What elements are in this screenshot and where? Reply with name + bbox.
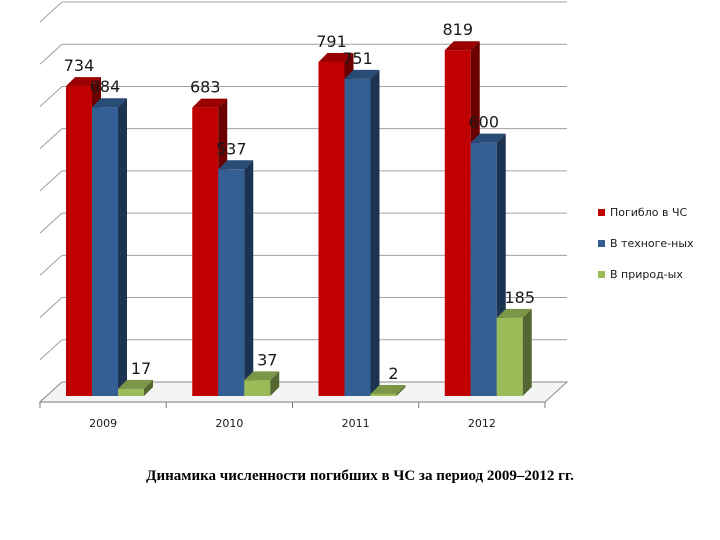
bar-top <box>370 385 406 394</box>
bar-top <box>318 53 354 63</box>
gridline-side <box>39 254 63 276</box>
bar-front <box>92 107 118 396</box>
gridline-side <box>39 43 63 65</box>
bar-side <box>244 160 254 396</box>
bar-side <box>370 69 380 397</box>
bar-side <box>144 379 153 396</box>
bar-side <box>118 98 127 396</box>
bar-top <box>470 133 506 143</box>
bar-natural-2012 <box>496 308 532 396</box>
bar-technogenic-2012 <box>470 133 506 396</box>
legend-label-total: Погибло в ЧС <box>610 205 688 219</box>
bar-top <box>192 98 228 108</box>
legend-label-natural: В природ-ых <box>610 267 683 281</box>
x-tick-labels: 2009 2010 2011 2012 <box>89 417 496 430</box>
legend-item-natural: В природ-ых <box>598 267 694 281</box>
bar-front <box>470 142 497 396</box>
data-label-technogenic-2011: 751 <box>342 49 373 68</box>
bars <box>66 41 532 397</box>
gridline-side <box>39 212 63 234</box>
data-label-technogenic-2009: 684 <box>90 77 121 96</box>
bar-top <box>92 98 127 108</box>
gridline-side <box>39 128 63 150</box>
data-label-total-2012: 819 <box>442 20 473 39</box>
data-label-natural-2009: 17 <box>131 359 151 378</box>
bar-front <box>444 50 471 396</box>
bar-side <box>270 371 280 396</box>
bar-natural-2009 <box>118 379 153 396</box>
bar-front <box>118 388 144 396</box>
bar-natural-2011 <box>370 385 406 396</box>
bar-top <box>344 69 380 79</box>
bar-top <box>444 41 480 51</box>
gridline-side <box>39 339 63 361</box>
bar-front <box>370 394 397 396</box>
legend-item-technogenic: В техноге-ных <box>598 236 694 250</box>
bar-top <box>218 160 254 170</box>
bar-side <box>522 308 532 396</box>
bar-front <box>344 78 371 397</box>
gridline-side <box>39 170 63 192</box>
data-label-natural-2012: 185 <box>504 288 535 307</box>
data-label-total-2010: 683 <box>190 78 221 97</box>
legend-item-total: Погибло в ЧС <box>598 205 694 219</box>
x-tick-label-2011: 2011 <box>342 417 370 430</box>
chart-caption: Динамика численности погибших в ЧС за пе… <box>146 468 574 484</box>
bar-front <box>244 380 271 396</box>
legend-swatch-natural <box>598 270 605 278</box>
x-tick-label-2010: 2010 <box>215 417 243 430</box>
legend-swatch-total <box>598 208 605 216</box>
legend: Погибло в ЧС В техноге-ных В природ-ых <box>598 205 694 298</box>
data-label-natural-2011: 2 <box>388 364 398 383</box>
x-tick-label-2009: 2009 <box>89 417 117 430</box>
bar-front <box>66 86 92 396</box>
bar-top <box>118 379 153 389</box>
bar-top <box>66 77 101 87</box>
gridline-side <box>39 86 63 107</box>
x-tick-label-2012: 2012 <box>468 417 496 430</box>
gridline-side <box>39 297 63 318</box>
bar-front <box>192 107 219 396</box>
legend-label-technogenic: В техноге-ных <box>610 236 694 250</box>
gridline-side <box>39 1 63 23</box>
bar-top <box>496 308 532 318</box>
bar-front <box>496 317 523 396</box>
legend-swatch-technogenic <box>598 239 605 247</box>
data-label-total-2011: 791 <box>316 32 347 51</box>
bar-top <box>244 371 280 381</box>
bar-technogenic-2009 <box>92 98 127 396</box>
bar-front <box>318 62 345 397</box>
bar-side <box>396 385 406 396</box>
data-label-natural-2010: 37 <box>257 350 277 369</box>
axes <box>38 381 569 408</box>
bar-technogenic-2011 <box>344 69 380 397</box>
data-label-technogenic-2012: 600 <box>468 113 499 132</box>
bar-technogenic-2010 <box>218 160 254 396</box>
data-label-total-2009: 734 <box>64 56 95 75</box>
bar-front <box>218 169 245 396</box>
data-label-technogenic-2010: 537 <box>216 139 247 158</box>
bar-natural-2010 <box>244 371 280 396</box>
